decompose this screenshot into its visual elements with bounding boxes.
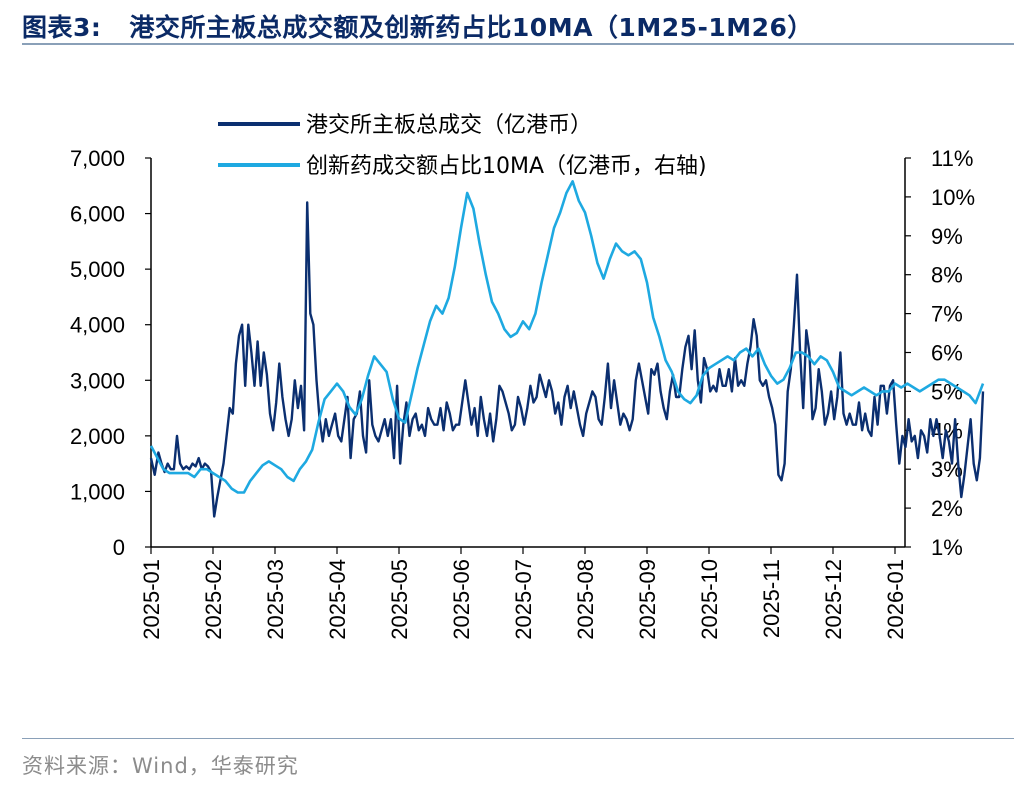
source-divider — [22, 738, 1014, 739]
x-tick-label: 2025-07 — [511, 559, 536, 640]
x-tick-label: 2025-09 — [635, 559, 660, 640]
chart-title: 图表3: 港交所主板总成交额及创新药占比10MA（1M25-1M26） — [22, 8, 813, 44]
title-divider — [22, 43, 1014, 45]
y-right-tick-label: 11% — [931, 146, 973, 171]
x-tick-label: 2025-10 — [697, 559, 722, 640]
series-lines — [149, 180, 985, 518]
y-left-tick-label: 7,000 — [70, 146, 125, 171]
y-left-tick-label: 6,000 — [70, 202, 125, 227]
x-tick-label: 2025-03 — [263, 559, 288, 640]
y-right-tick-label: 7% — [931, 302, 963, 327]
chart-canvas: 0 1,000 2,000 3,000 4,000 5,000 6,000 7,000 1% 2%… — [70, 113, 985, 640]
y-left-tick-label: 0 — [113, 535, 125, 560]
series-line-2 — [149, 180, 985, 494]
y-right-tick-label: 10% — [931, 185, 975, 210]
x-tick-label: 2025-06 — [449, 559, 474, 640]
y-left-tick-label: 4,000 — [70, 313, 125, 338]
y-right-tick-label: 8% — [931, 263, 963, 288]
source-note: 资料来源：Wind，华泰研究 — [22, 754, 299, 778]
x-tick-label: 2025-05 — [387, 559, 412, 640]
x-tick-label: 2025-04 — [325, 559, 350, 640]
y-left-tick-label: 3,000 — [70, 368, 125, 393]
legend: 港交所主板总成交（亿港币） 创新药成交额占比10MA（亿港币，右轴) — [218, 113, 707, 179]
x-tick-label: 2025-01 — [139, 559, 164, 640]
x-tick-label: 2025-08 — [573, 559, 598, 640]
series-line-1 — [149, 201, 985, 518]
axes: 0 1,000 2,000 3,000 4,000 5,000 6,000 7,000 1% 2%… — [70, 146, 975, 640]
y-right-tick-label: 5% — [931, 379, 963, 404]
x-tick-label: 2025-12 — [821, 559, 846, 640]
figure-label: 图表3: — [22, 13, 102, 42]
legend-label-2: 创新药成交额占比10MA（亿港币，右轴) — [306, 154, 707, 179]
y-right-tick-label: 9% — [931, 224, 963, 249]
x-tick-label: 2026-01 — [883, 559, 908, 640]
y-right-tick-label: 2% — [931, 496, 963, 521]
y-right-tick-label: 1% — [931, 535, 963, 560]
y-left-tick-label: 2,000 — [70, 424, 125, 449]
y-left-tick-label: 1,000 — [70, 479, 125, 504]
legend-label-1: 港交所主板总成交（亿港币） — [306, 113, 592, 138]
y-right-tick-label: 6% — [931, 341, 963, 366]
x-tick-label: 2025-11 — [759, 559, 784, 638]
figure-title: 港交所主板总成交额及创新药占比10MA（1M25-1M26） — [129, 13, 813, 42]
y-left-tick-label: 5,000 — [70, 257, 125, 282]
x-tick-label: 2025-02 — [201, 559, 226, 640]
